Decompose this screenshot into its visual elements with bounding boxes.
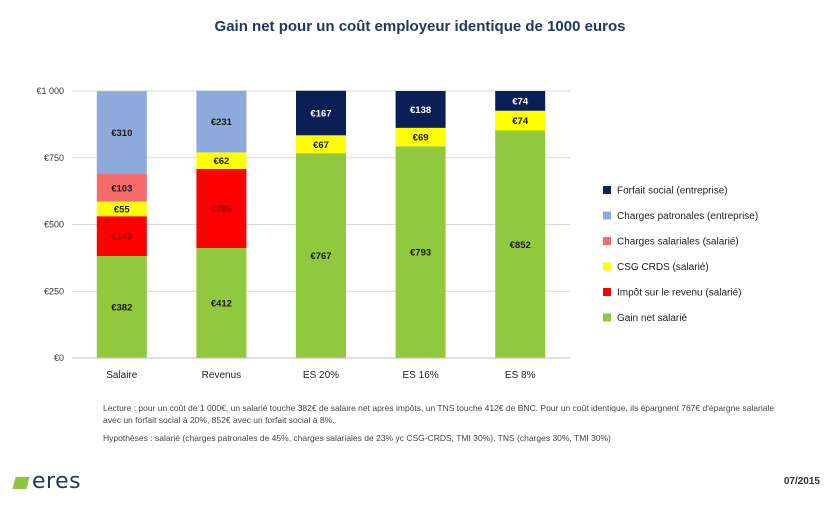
reading-note: Lecture : pour un coût de 1 000€, un sal… xyxy=(103,403,775,425)
bar-segment xyxy=(196,247,247,358)
data-label: €62 xyxy=(213,156,229,167)
bar-segment xyxy=(96,201,147,217)
legend-swatch xyxy=(603,262,611,271)
legend-swatch xyxy=(603,211,611,220)
bar-segment xyxy=(96,174,147,202)
bar-segment xyxy=(96,216,147,257)
legend-swatch xyxy=(603,288,611,296)
hypotheses-note: Hypothèses : salarié (charges patronales… xyxy=(103,433,611,443)
x-tick-label: Salaire xyxy=(106,370,138,381)
y-tick-label: €0 xyxy=(54,353,64,363)
legend-label: CSG CRDS (salarié) xyxy=(617,262,709,273)
x-tick-label: ES 20% xyxy=(303,370,339,381)
bar-segment xyxy=(495,130,546,358)
eres-logo: eres xyxy=(12,466,82,496)
footer-date: 07/2015 xyxy=(783,476,820,487)
bar-segment xyxy=(296,90,346,136)
legend-label: Gain net salarié xyxy=(617,313,687,324)
bar-segment xyxy=(196,168,247,248)
legend-label: Impôt sur le revenu (salarié) xyxy=(617,288,742,299)
bar-segment xyxy=(196,152,247,169)
x-tick-label: Revenus xyxy=(202,370,241,381)
data-label: €852 xyxy=(510,240,531,251)
data-label: €231 xyxy=(211,117,233,128)
data-label: €74 xyxy=(512,96,529,107)
bar-segment xyxy=(296,135,346,154)
data-label: €412 xyxy=(211,298,232,309)
x-tick-label: ES 16% xyxy=(403,370,439,381)
chart-title: Gain net pour un coût employeur identiqu… xyxy=(214,18,626,35)
legend-label: Charges salariales (salarié) xyxy=(617,237,739,248)
legend-label: Charges patronales (entreprise) xyxy=(617,211,758,222)
y-tick-label: €500 xyxy=(44,220,64,230)
legend-swatch xyxy=(603,237,611,245)
bar-segment xyxy=(296,153,346,358)
chart-notes: Lecture : pour un coût de 1 000€, un sal… xyxy=(103,402,793,450)
y-tick-label: €750 xyxy=(44,153,64,163)
logo-text: eres xyxy=(32,468,82,494)
bar-segment xyxy=(196,90,247,153)
data-label: €138 xyxy=(410,105,431,116)
legend-swatch xyxy=(603,313,611,322)
bar-segment xyxy=(96,256,147,358)
legend-swatch xyxy=(603,186,611,194)
data-label: €67 xyxy=(313,140,329,151)
data-label: €382 xyxy=(111,303,132,314)
logo-mark-icon xyxy=(12,477,30,489)
x-tick-label: ES 8% xyxy=(505,370,536,381)
data-label: €74 xyxy=(512,116,529,127)
bar-segment xyxy=(395,146,446,358)
data-label: €310 xyxy=(111,128,132,139)
bar-segment xyxy=(395,91,446,128)
stacked-bar-chart: €0 €250 €500 €750 €1 000 €382 €149 €55 €103 €310 S… xyxy=(36,86,758,381)
data-label: €149 xyxy=(111,232,132,243)
y-tick-label: €250 xyxy=(44,286,64,296)
bar-segment xyxy=(96,91,147,175)
data-label: €103 xyxy=(111,183,132,194)
data-label: €793 xyxy=(410,248,431,259)
bar-segment xyxy=(495,91,546,111)
data-label: €69 xyxy=(413,133,429,144)
bar-segment xyxy=(395,127,446,147)
data-label: €296 xyxy=(211,204,232,215)
data-label: €767 xyxy=(310,251,331,262)
legend-label: Forfait social (entreprise) xyxy=(617,186,728,197)
y-tick-label: €1 000 xyxy=(36,86,64,96)
data-label: €167 xyxy=(310,109,331,120)
bar-segment xyxy=(495,110,546,131)
data-label: €55 xyxy=(114,204,131,215)
